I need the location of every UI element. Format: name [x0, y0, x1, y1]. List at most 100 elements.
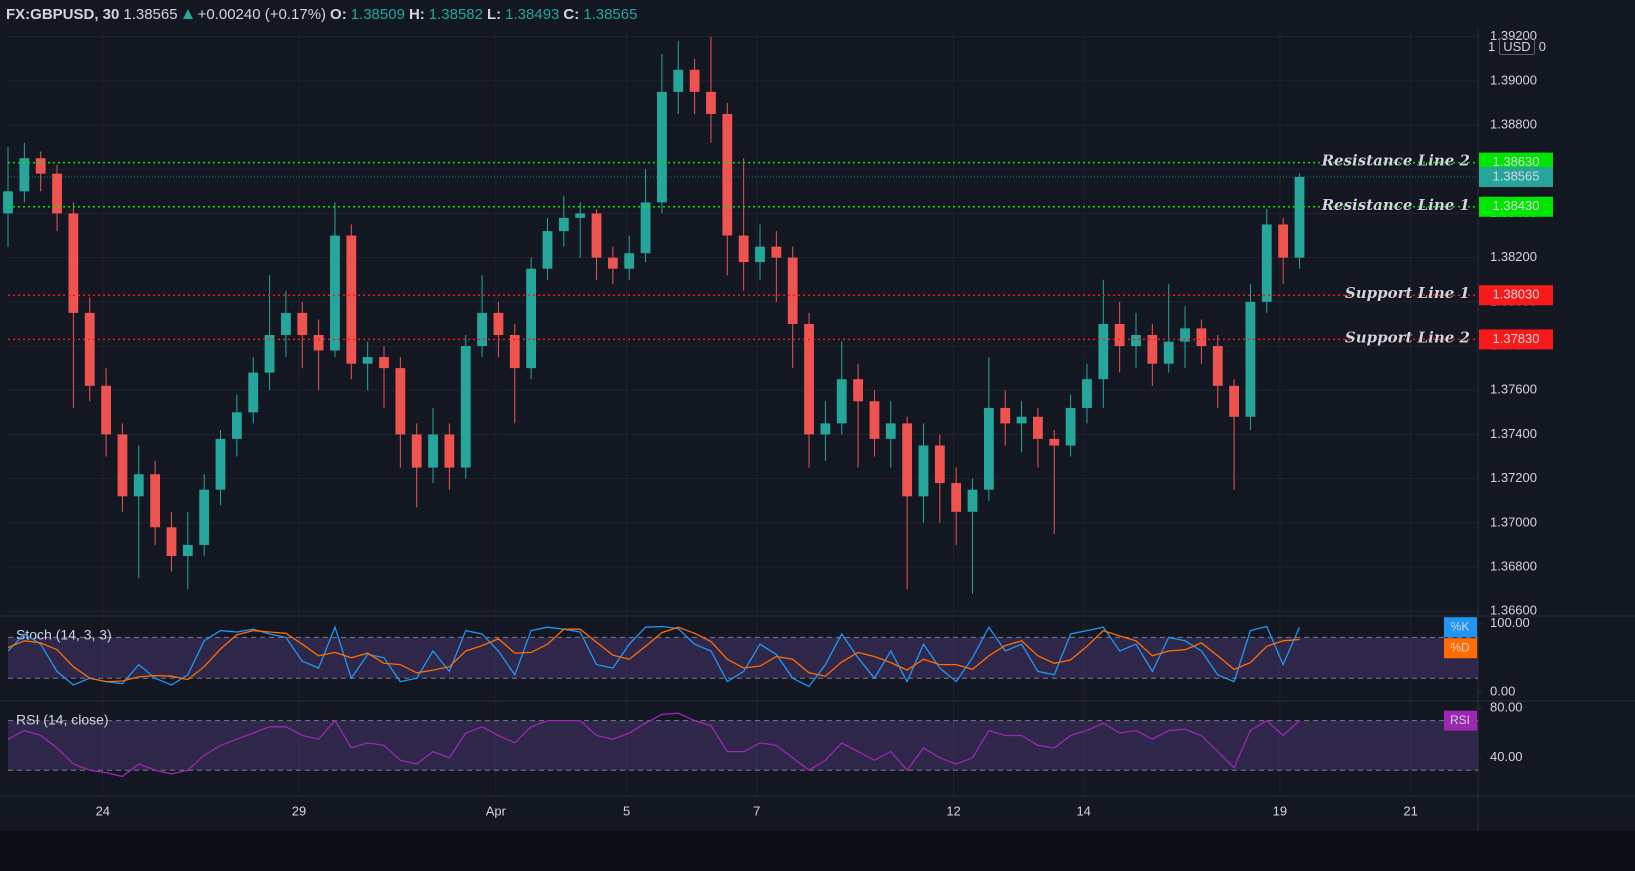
candle-body — [248, 372, 259, 413]
ohlc-key: O: — [330, 5, 347, 23]
x-tick-label: 5 — [623, 803, 630, 818]
background — [0, 28, 1635, 843]
candle-body — [1033, 416, 1043, 439]
candle-body — [902, 423, 913, 497]
candle-body — [313, 334, 324, 351]
candle-body — [1212, 346, 1223, 386]
candle-body — [820, 423, 831, 435]
candle-body — [787, 257, 798, 324]
y-tick-label: 80.00 — [1490, 700, 1523, 715]
candle-body — [1278, 224, 1289, 258]
bottom-bar — [0, 831, 1635, 871]
candle-body — [1245, 301, 1256, 417]
candle-body — [52, 173, 62, 214]
candle-body — [395, 368, 406, 435]
candle-body — [411, 434, 422, 468]
y-tick-label: 1.39000 — [1490, 72, 1537, 87]
legend-box — [1444, 617, 1477, 638]
legend-label: %D — [1450, 640, 1470, 654]
candle-body — [934, 445, 945, 484]
symbol: FX:GBPUSD, 30 — [6, 5, 120, 23]
currency[interactable]: USD — [1499, 38, 1535, 55]
candle-body — [477, 312, 487, 347]
candle-body — [673, 69, 684, 92]
legend-box — [1444, 710, 1477, 731]
candle-body — [362, 357, 373, 364]
scale-corner: 1 USD 0 — [1488, 38, 1546, 55]
candle-body — [575, 213, 586, 218]
indicator-title: Stoch (14, 3, 3) — [16, 627, 112, 643]
candle-body — [542, 231, 553, 269]
level-price-label: 1.38030 — [1493, 287, 1540, 302]
candle-body — [983, 407, 994, 490]
candle-body — [804, 323, 814, 435]
candle-body — [444, 434, 455, 468]
candle-body — [84, 312, 95, 386]
candle-body — [738, 235, 749, 263]
candle-body — [607, 257, 618, 269]
level-price-label: 1.37830 — [1493, 331, 1540, 346]
x-tick-label: 7 — [753, 803, 760, 818]
indicator-title: RSI (14, close) — [16, 712, 109, 728]
level-price-box — [1479, 196, 1553, 217]
candle-body — [68, 213, 79, 313]
candle-body — [967, 489, 978, 512]
candle-body — [918, 445, 929, 497]
candle-body — [35, 158, 46, 174]
candle-body — [493, 312, 504, 335]
level-price-label: 1.38630 — [1493, 154, 1540, 169]
candle-body — [1114, 323, 1125, 347]
candle-body — [869, 401, 880, 439]
candle-body — [853, 379, 863, 402]
x-tick-label: Apr — [486, 803, 507, 818]
x-tick-label: 24 — [96, 803, 110, 818]
candle-body — [624, 253, 635, 269]
y-tick-label: 1.37400 — [1490, 426, 1537, 441]
level-name: Resistance Line 2 — [1321, 152, 1470, 170]
candle-body — [264, 334, 275, 373]
candle-body — [657, 91, 667, 203]
candle-body — [117, 434, 128, 497]
ohlc: O: 1.38509 H: 1.38582 L: 1.38493 C: 1.38565 — [330, 6, 637, 23]
candle-body — [215, 438, 226, 490]
candle-body — [1229, 385, 1239, 417]
y-tick-label: 0.00 — [1490, 683, 1515, 698]
level-price-box — [1479, 285, 1553, 306]
candle-body — [722, 113, 733, 236]
candle-body — [771, 246, 782, 258]
ohlc-key: H: — [408, 5, 425, 23]
candle-body — [1147, 334, 1158, 364]
y-tick-label: 1.37600 — [1490, 382, 1537, 397]
ohlc-value: 1.38493 — [505, 5, 560, 23]
candle-body — [199, 489, 210, 545]
candle-body — [591, 213, 602, 258]
candle-body — [133, 474, 144, 497]
legend-label: %K — [1451, 619, 1470, 633]
candle-body — [509, 334, 520, 369]
x-tick-label: 19 — [1273, 803, 1287, 818]
candle-body — [460, 346, 471, 468]
candle-body — [1163, 341, 1174, 364]
last-price-label: 1.38565 — [1493, 168, 1540, 183]
candle-body — [885, 423, 896, 439]
indicator-line — [7, 625, 1301, 688]
ohlc-key: C: — [563, 5, 580, 23]
header: FX:GBPUSD, 30 1.38565 +0.00240 (+0.17%) … — [6, 2, 637, 26]
candle-body — [182, 544, 193, 556]
level-name: Resistance Line 1 — [1321, 196, 1470, 214]
candle-body — [101, 385, 111, 435]
candle-body — [689, 69, 700, 92]
price-change: +0.00240 (+0.17%) — [197, 5, 327, 23]
scale-mark: 1 — [1488, 39, 1496, 54]
candle-body — [231, 412, 242, 439]
y-tick-label: 1.38800 — [1490, 116, 1537, 131]
candle-body — [297, 312, 308, 335]
candle-body — [379, 357, 389, 369]
y-tick-label: 100.00 — [1490, 615, 1530, 630]
candle-body — [1180, 328, 1190, 342]
scale-mark: 0 — [1538, 39, 1546, 54]
candle-body — [428, 434, 438, 468]
legend-box — [1444, 638, 1477, 659]
ohlc-value: 1.38565 — [583, 5, 638, 23]
